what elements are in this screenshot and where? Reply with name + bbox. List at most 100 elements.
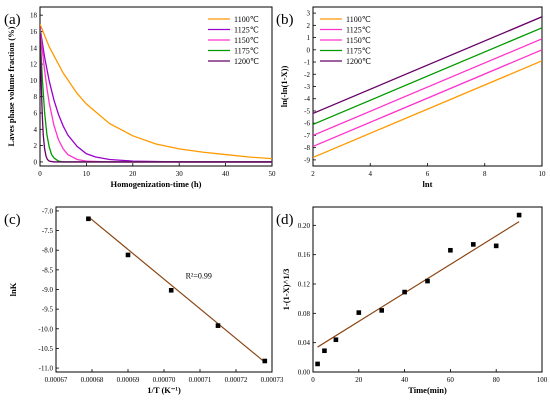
chart-panel-4: 0 20 40 60 80 100 0.00 0.04 0.08 0.12 0.16 0.20 Time… [276,206,548,395]
r-squared-annotation: R²=0.99 [186,272,212,281]
x-tick-label: 10 [539,170,547,178]
y-tick-label: 12 [30,61,38,69]
plot-data [40,23,272,163]
x-tick-label: 8 [483,170,487,178]
x-tick-label: 10 [83,170,91,178]
legend-label: 1200℃ [234,57,259,66]
legend-label: 1175℃ [234,47,259,56]
y-tick-label: 0.04 [298,339,311,347]
y-tick-label: -7.0 [42,207,54,215]
x-tick-label: 50 [269,170,277,178]
data-point [315,361,320,367]
y-axis-title: Laves phase volume fraction (%) [6,26,16,146]
x-tick-label: 100 [537,376,548,384]
y-tick-label: 14 [30,44,38,52]
y-tick-label: -9.5 [42,306,54,314]
y-tick-label: -8.5 [42,266,54,274]
data-point [493,243,499,249]
chart-panel-3: 0.00067 0.00068 0.00069 0.00070 0.00071 0.000… [4,206,284,395]
data-point [379,308,384,313]
x-tick-label: 0.00073 [261,376,284,384]
x-tick-label: 40 [401,376,409,384]
series-line-3 [40,28,272,163]
legend-label: 1150℃ [346,36,371,45]
x-tick-label: 6 [426,170,430,178]
panel-label: (d) [276,212,294,228]
data-point [86,216,91,222]
series-line-1 [313,60,542,159]
x-tick-label: 0 [311,376,315,384]
y-tick-label: 0.08 [298,310,311,318]
x-axis-title: 1/T (K⁻¹) [147,385,181,395]
panel-label: (a) [4,12,21,28]
x-tick-label: 20 [129,170,137,178]
y-axis-title: ln(-ln(1-X)) [279,66,289,108]
series-line-4 [313,27,542,126]
y-tick-label: -8.0 [42,247,54,255]
x-tick-label: 0.00070 [153,376,176,384]
y-tick-label: 1 [307,34,311,42]
data-point [322,348,327,354]
y-tick-label: 3 [307,10,311,18]
x-tick-label: 20 [355,376,363,384]
y-tick-label: 8 [34,93,38,101]
series-line-1 [40,23,272,160]
legend-label: 1175℃ [346,47,371,56]
series-line-2 [313,49,542,148]
x-tick-label: 0.00069 [117,376,140,384]
fit-line [317,221,520,348]
data-point [356,310,362,315]
chart-panel-1: 0 10 20 30 40 50 0 2 4 6 8 10 12 14 16 18 Homogenization… [4,6,277,189]
x-tick-label: 0.00068 [81,376,104,384]
x-axis-title: Time(min) [408,385,447,395]
y-tick-label: 18 [30,12,38,20]
y-tick-label: -7 [304,132,310,140]
x-axis-title: lnt [423,179,433,189]
data-point [402,289,407,295]
fit-line [88,216,266,363]
panel-label: (b) [276,12,294,28]
data-point [448,247,453,253]
y-tick-label: -9 [304,156,310,164]
panel-label: (c) [4,212,21,228]
y-tick-label: -10.5 [38,345,53,353]
y-tick-label: 0 [307,46,311,54]
series-line-5 [40,33,272,163]
plot-frame [312,206,543,373]
data-point [262,358,268,364]
legend-label: 1150℃ [234,36,259,45]
series-line-2 [40,27,272,163]
y-tick-label: -8 [304,144,310,152]
y-tick-label: -5 [304,107,310,115]
data-point [333,337,339,343]
plot-frame [55,206,273,373]
x-tick-label: 0.00067 [45,376,68,384]
y-tick-label: 0.12 [298,281,311,289]
y-axis-title: lnK [8,282,18,296]
y-tick-label: 0.16 [298,251,311,259]
x-tick-label: 4 [369,170,373,178]
y-tick-label: 0.00 [298,369,311,377]
x-tick-label: 30 [176,170,184,178]
chart-panel-2: 2 4 6 8 10 -9 -8 -7 -6 -5 -4 -3 -2 -1 0 1 2 3 lnt ln(-ln(1-… [276,6,547,189]
x-tick-label: 60 [447,376,455,384]
data-point [471,242,476,247]
y-tick-label: -11.0 [39,365,54,373]
y-tick-label: -7.5 [42,227,54,235]
y-tick-label: 10 [30,77,38,85]
legend-label: 1100℃ [234,15,259,24]
y-tick-label: -2 [304,71,310,79]
data-point [168,287,174,293]
y-tick-label: 4 [34,126,38,134]
series-line-3 [313,38,542,137]
legend-label: 1200℃ [346,57,371,66]
legend-label: 1125℃ [234,26,259,35]
x-axis-title: Homogenization-time (h) [111,179,202,189]
data-point [125,252,131,258]
y-tick-label: 0.20 [298,222,311,230]
y-tick-label: -3 [304,83,310,91]
y-tick-label: -1 [304,59,310,67]
plot-data [315,212,522,367]
x-tick-label: 40 [222,170,230,178]
data-point [215,323,221,328]
